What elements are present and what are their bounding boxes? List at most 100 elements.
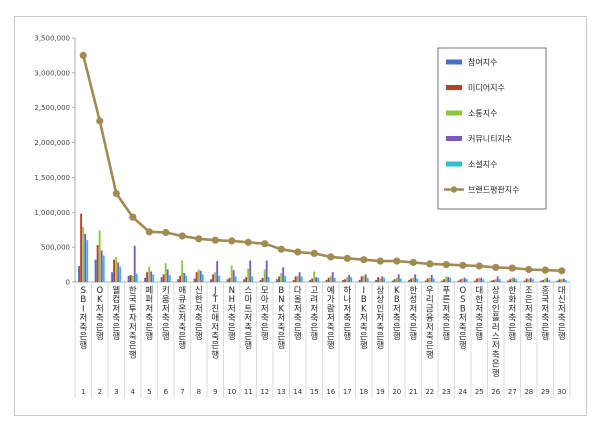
- bar: [152, 274, 155, 282]
- line-point: [393, 257, 401, 265]
- bar: [212, 274, 215, 282]
- bar: [564, 279, 567, 282]
- legend-swatch: [446, 59, 462, 65]
- bar: [457, 280, 460, 282]
- line-point: [79, 51, 87, 60]
- bar: [148, 266, 151, 282]
- bar: [511, 277, 514, 282]
- bar: [496, 276, 499, 282]
- legend-swatch: [446, 110, 462, 116]
- bar: [443, 279, 446, 282]
- bar: [377, 277, 380, 282]
- bar: [251, 276, 254, 282]
- category-index: 4: [131, 388, 136, 396]
- line-point: [112, 189, 120, 198]
- bar: [100, 250, 103, 282]
- chart-frame: 0 500,000 1,000,000 1,500,000 2,000,000 2,500…: [14, 16, 587, 416]
- bar: [476, 278, 479, 282]
- line-point: [294, 248, 302, 256]
- legend-label: 소통지수: [468, 109, 497, 118]
- bar: [249, 260, 252, 282]
- bar: [346, 277, 349, 282]
- bar: [424, 280, 427, 282]
- bar: [494, 279, 497, 282]
- bar: [480, 277, 483, 282]
- bar: [350, 277, 353, 282]
- line-point: [475, 262, 483, 270]
- category-index: 3: [114, 388, 118, 396]
- bar: [556, 280, 559, 282]
- bar: [282, 267, 285, 282]
- legend-swatch: [446, 161, 462, 167]
- category-index: 26: [491, 388, 500, 396]
- bar: [292, 279, 295, 282]
- category-index: 22: [425, 388, 434, 396]
- bar: [168, 275, 171, 282]
- brand-reputation-chart: 0 500,000 1,000,000 1,500,000 2,000,000 2,500…: [34, 35, 571, 398]
- bar: [364, 274, 367, 282]
- line-point: [541, 266, 549, 274]
- bar: [408, 279, 410, 282]
- bar: [474, 280, 476, 282]
- bar: [234, 276, 237, 282]
- line-point: [409, 258, 417, 267]
- bar: [358, 279, 361, 282]
- bar: [210, 279, 212, 282]
- bar: [284, 275, 287, 282]
- bar: [410, 278, 413, 282]
- bar: [463, 277, 466, 282]
- legend-label: 소셜지수: [468, 160, 497, 169]
- line-point: [178, 232, 186, 240]
- bar: [447, 277, 450, 282]
- bar: [144, 277, 146, 282]
- line-point: [459, 261, 467, 269]
- bar: [531, 279, 534, 282]
- legend-swatch: [446, 136, 462, 141]
- bar: [393, 279, 396, 282]
- bar: [329, 276, 332, 282]
- bar: [490, 280, 493, 282]
- bar: [82, 226, 85, 282]
- bar: [507, 280, 509, 282]
- legend-label: 브랜드평판지수: [468, 185, 520, 195]
- category-index: 17: [343, 388, 352, 396]
- bar: [96, 245, 99, 282]
- category-index: 13: [277, 388, 286, 396]
- category-index: 18: [359, 388, 368, 396]
- category-index: 12: [260, 388, 269, 396]
- bar: [232, 270, 235, 282]
- line-point: [426, 260, 434, 268]
- bar: [449, 277, 452, 282]
- category-index: 1: [81, 388, 85, 396]
- category-index: 28: [524, 388, 533, 396]
- line-point: [376, 257, 384, 265]
- bar: [296, 275, 299, 282]
- bar: [181, 260, 184, 282]
- line-point: [244, 238, 252, 246]
- bar: [416, 278, 419, 282]
- bar: [333, 277, 336, 282]
- bar: [397, 274, 400, 282]
- bar: [513, 277, 516, 282]
- line-point: [162, 228, 170, 237]
- bar: [243, 279, 245, 282]
- bar: [98, 230, 101, 282]
- bar: [309, 279, 311, 282]
- bar: [117, 262, 120, 282]
- line-point: [310, 249, 318, 257]
- bar: [276, 279, 278, 282]
- bar: [381, 276, 384, 282]
- y-tick-label: 1,500,000: [34, 174, 70, 182]
- legend-label: 커뮤니티지수: [468, 134, 512, 144]
- bar: [300, 276, 303, 282]
- category-index: 2: [98, 388, 102, 396]
